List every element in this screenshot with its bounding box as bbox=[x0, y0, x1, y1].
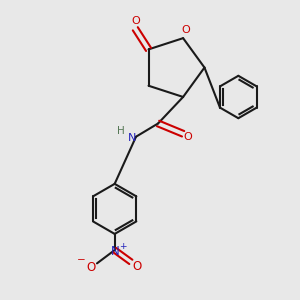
Text: −: − bbox=[77, 255, 86, 265]
Text: N: N bbox=[111, 245, 120, 258]
Text: O: O bbox=[183, 132, 192, 142]
Text: O: O bbox=[86, 261, 96, 274]
Text: O: O bbox=[132, 260, 141, 273]
Text: O: O bbox=[131, 16, 140, 26]
Text: N: N bbox=[128, 133, 137, 143]
Text: H: H bbox=[117, 126, 124, 136]
Text: +: + bbox=[119, 242, 127, 251]
Text: O: O bbox=[181, 25, 190, 35]
